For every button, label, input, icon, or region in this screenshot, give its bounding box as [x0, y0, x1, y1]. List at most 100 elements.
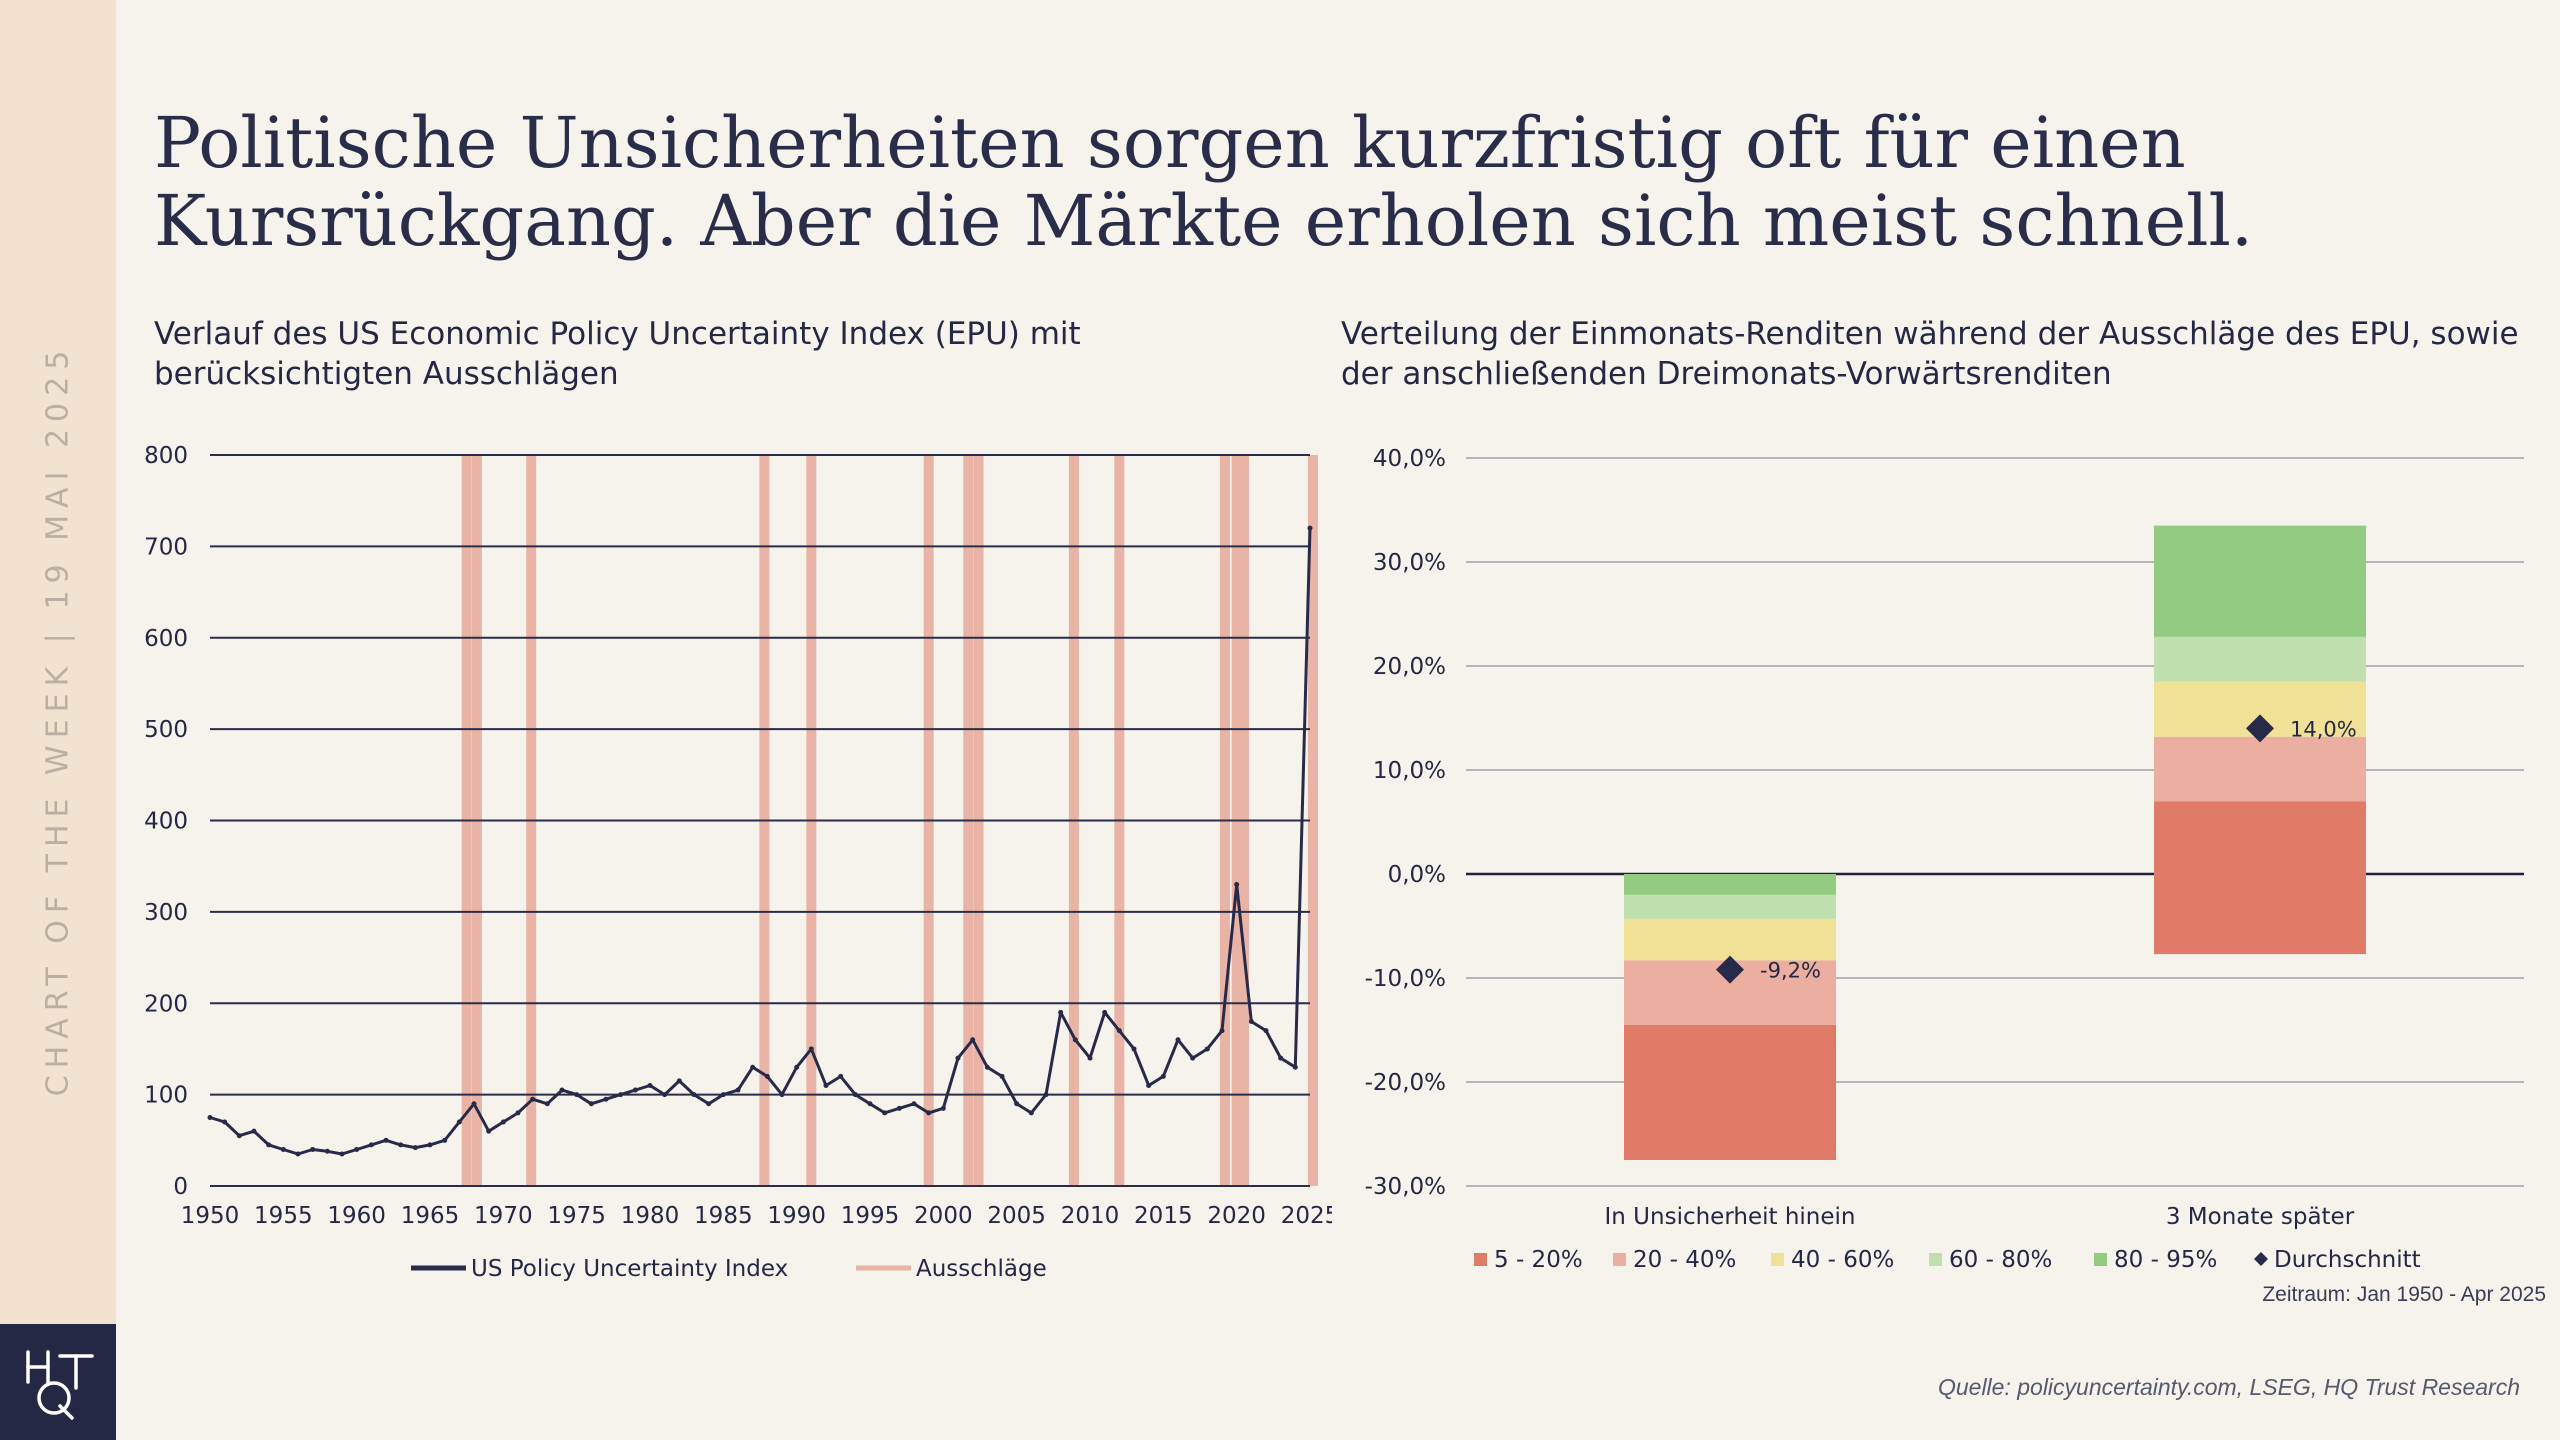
epu-point — [632, 1087, 638, 1093]
bar-segment-0-0 — [1624, 1024, 1836, 1160]
legend-label: 40 - 60% — [1791, 1247, 1894, 1273]
epu-point — [1043, 1092, 1049, 1098]
epu-point — [1175, 1037, 1181, 1043]
epu-point — [412, 1145, 418, 1151]
epu-point — [324, 1148, 330, 1154]
sidebar: CHART OF THE WEEK | 19 MAI 2025 — [0, 0, 116, 1440]
y-tick-label: 100 — [144, 1083, 188, 1109]
legend-label: 80 - 95% — [2114, 1247, 2217, 1273]
legend-swatch — [1929, 1253, 1942, 1266]
epu-point — [574, 1092, 580, 1098]
y-tick-label: 700 — [144, 534, 188, 560]
legend-swatch — [1613, 1253, 1626, 1266]
epu-point — [515, 1110, 521, 1116]
y-tick-label: 300 — [144, 900, 188, 926]
y-tick-label: 600 — [144, 626, 188, 652]
epu-point — [1131, 1046, 1137, 1052]
mean-marker-0 — [1716, 955, 1744, 984]
chart-right-title: Verteilung der Einmonats-Renditen währen… — [1341, 316, 2519, 392]
epu-point — [1292, 1064, 1298, 1070]
epu-point — [764, 1073, 770, 1079]
epu-point — [911, 1101, 917, 1107]
epu-point — [295, 1151, 301, 1157]
bar-segment-0-3 — [1624, 894, 1836, 919]
epu-point — [1087, 1055, 1093, 1061]
x-tick-label: 1955 — [254, 1203, 313, 1229]
epu-point — [926, 1110, 932, 1116]
epu-point — [984, 1064, 990, 1070]
legend-swatch-mean — [2254, 1252, 2268, 1266]
epu-point — [1058, 1009, 1064, 1015]
y-tick-label: 400 — [144, 809, 188, 835]
epu-point — [339, 1151, 345, 1157]
epu-point — [1307, 525, 1313, 531]
epu-point — [222, 1119, 228, 1125]
epu-point — [662, 1092, 668, 1098]
epu-point — [735, 1087, 741, 1093]
epu-point — [1116, 1028, 1122, 1034]
epu-point — [207, 1114, 213, 1120]
y-tick-label: 500 — [144, 717, 188, 743]
epu-point — [970, 1037, 976, 1043]
legend-swatch — [2094, 1253, 2107, 1266]
epu-point — [603, 1096, 609, 1102]
bar-segment-0-2 — [1624, 918, 1836, 961]
epu-point — [354, 1146, 360, 1152]
epu-point — [676, 1078, 682, 1084]
epu-point — [618, 1092, 624, 1098]
epu-point — [1190, 1055, 1196, 1061]
legend-swatch — [1771, 1253, 1784, 1266]
epu-point — [544, 1101, 550, 1107]
epu-point — [838, 1073, 844, 1079]
epu-point — [852, 1092, 858, 1098]
epu-point — [1278, 1055, 1284, 1061]
legend-label: Durchschnitt — [2274, 1247, 2421, 1273]
epu-point — [530, 1096, 536, 1102]
epu-point — [368, 1142, 374, 1148]
y-tick-label: -20,0% — [1365, 1070, 1446, 1096]
epu-point — [706, 1101, 712, 1107]
epu-point — [750, 1064, 756, 1070]
epu-point — [882, 1110, 888, 1116]
source-note: Quelle: policyuncertainty.com, LSEG, HQ … — [1937, 1374, 2520, 1400]
mean-label-0: -9,2% — [1760, 959, 1821, 983]
epu-point — [794, 1064, 800, 1070]
x-tick-label: 1980 — [621, 1203, 680, 1229]
x-tick-label: 1960 — [327, 1203, 386, 1229]
epu-point — [588, 1101, 594, 1107]
x-tick-label: 2020 — [1207, 1203, 1266, 1229]
epu-point — [1263, 1028, 1269, 1034]
bar-segment-1-1 — [2154, 736, 2366, 802]
epu-point — [1204, 1046, 1210, 1052]
y-tick-label: -10,0% — [1365, 966, 1446, 992]
x-tick-label: 2025 — [1281, 1203, 1332, 1229]
epu-point — [808, 1046, 814, 1052]
x-tick-label: 1965 — [401, 1203, 460, 1229]
epu-point — [1102, 1009, 1108, 1015]
y-tick-label: 20,0% — [1373, 654, 1446, 680]
epu-series-line — [209, 528, 1312, 1156]
bar-segment-1-3 — [2154, 636, 2366, 682]
epu-point — [940, 1105, 946, 1111]
x-tick-label: 2010 — [1061, 1203, 1120, 1229]
y-tick-label: 0 — [173, 1174, 188, 1200]
epu-point — [442, 1137, 448, 1143]
epu-point — [266, 1142, 272, 1148]
epu-point — [1219, 1028, 1225, 1034]
epu-point — [486, 1128, 492, 1134]
epu-point — [1146, 1082, 1152, 1088]
epu-line-chart: 0 100 200 300 400 500 600 700 800 1950 1955 1960 196… — [144, 443, 1332, 1282]
epu-point — [691, 1092, 697, 1098]
x-tick-label: 1970 — [474, 1203, 533, 1229]
logo-mark — [26, 1350, 94, 1420]
category-label: In Unsicherheit hinein — [1605, 1204, 1856, 1230]
x-tick-label: 2000 — [914, 1203, 973, 1229]
x-tick-label: 2005 — [987, 1203, 1046, 1229]
x-tick-label: 1975 — [547, 1203, 606, 1229]
epu-point — [896, 1105, 902, 1111]
period-note: Zeitraum: Jan 1950 - Apr 2025 — [2262, 1283, 2546, 1306]
epu-point — [1248, 1019, 1254, 1025]
epu-point — [1028, 1110, 1034, 1116]
epu-point — [251, 1128, 257, 1134]
legend-label: 60 - 80% — [1949, 1247, 2052, 1273]
